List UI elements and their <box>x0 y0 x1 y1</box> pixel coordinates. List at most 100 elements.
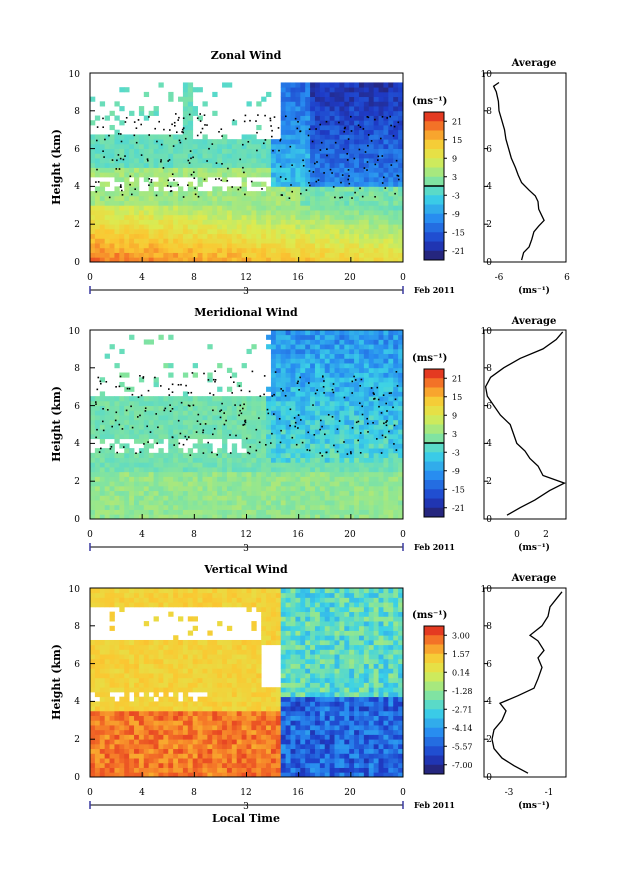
heatmap-cell <box>197 191 203 197</box>
heatmap-cell <box>178 405 184 411</box>
heatmap-cell <box>339 353 345 359</box>
heatmap-cell <box>207 172 213 178</box>
heatmap-cell <box>94 682 101 688</box>
profile-x-label: (ms⁻¹) <box>518 285 550 296</box>
colorbar-unit: (ms⁻¹) <box>412 96 447 107</box>
heatmap-cell <box>388 500 394 506</box>
heatmap-cell <box>363 358 370 364</box>
heatmap-cell <box>329 485 335 492</box>
contour-mark <box>347 178 349 181</box>
heatmap-cell <box>197 400 203 407</box>
heatmap-cell <box>290 381 296 388</box>
contour-mark <box>282 389 284 392</box>
heatmap-cell <box>158 257 164 263</box>
heatmap-cell <box>388 471 394 477</box>
colorbar-segment <box>424 461 444 472</box>
heatmap-cell <box>344 471 350 477</box>
heatmap-cell <box>290 257 296 263</box>
contour-mark <box>302 165 305 167</box>
heatmap-cell <box>349 162 355 168</box>
heatmap-cell <box>251 448 257 454</box>
heatmap-cell <box>153 148 159 154</box>
heatmap-cell <box>217 195 223 201</box>
heatmap-cell <box>310 372 316 378</box>
heatmap-cell <box>246 247 252 253</box>
heatmap-cell <box>153 247 159 253</box>
heatmap-cell <box>354 120 360 126</box>
heatmap-cell <box>383 219 389 225</box>
heatmap-cell <box>393 200 399 206</box>
heatmap-cell <box>236 476 243 482</box>
contour-mark <box>350 452 352 455</box>
heatmap-cell <box>114 500 120 506</box>
heatmap-cell <box>99 396 106 402</box>
heatmap-cell <box>256 214 262 220</box>
heatmap-cell <box>310 176 316 183</box>
heatmap-cell <box>349 485 355 492</box>
heatmap-cell <box>124 772 130 778</box>
heatmap-cell <box>212 476 218 482</box>
heatmap-cell <box>197 500 203 506</box>
heatmap-cell <box>148 429 154 435</box>
heatmap-cell <box>373 148 379 154</box>
heatmap-cell <box>90 663 96 669</box>
heatmap-cell <box>270 424 277 430</box>
heatmap-cell <box>119 429 125 435</box>
heatmap-cell <box>349 148 355 154</box>
heatmap-cell <box>217 158 223 164</box>
heatmap-cell <box>217 424 223 430</box>
heatmap-cell <box>280 448 287 454</box>
heatmap-cell <box>290 96 296 102</box>
heatmap-cell <box>158 82 164 88</box>
contour-mark <box>347 169 350 171</box>
heatmap-cell <box>236 490 243 496</box>
heatmap-cell <box>266 257 272 263</box>
heatmap-cell <box>246 219 252 225</box>
heatmap-cell <box>207 509 213 515</box>
heatmap-cell <box>129 172 135 178</box>
heatmap-cell <box>187 214 194 220</box>
contour-mark <box>108 134 110 137</box>
heatmap-cell <box>134 139 140 145</box>
heatmap-cell <box>354 110 360 116</box>
heatmap-cell <box>187 490 194 496</box>
colorbar-segment <box>424 167 444 178</box>
heatmap-cell <box>109 729 115 735</box>
heatmap-cell <box>305 153 311 159</box>
heatmap-cell <box>94 158 101 164</box>
heatmap-cell <box>158 334 164 340</box>
heatmap-cell <box>300 252 306 258</box>
heatmap-cell <box>197 481 203 487</box>
heatmap-cell <box>90 195 96 201</box>
heatmap-cell <box>373 386 379 392</box>
heatmap-cell <box>358 91 365 98</box>
heatmap-cell <box>363 233 370 239</box>
contour-mark <box>343 441 345 443</box>
heatmap-cell <box>143 433 150 440</box>
contour-mark <box>250 180 253 183</box>
heatmap-cell <box>280 415 287 421</box>
heatmap-cell <box>398 424 404 430</box>
heatmap-cell <box>324 139 331 145</box>
heatmap-cell <box>393 228 399 235</box>
heatmap-cell <box>90 424 96 430</box>
heatmap-cell <box>300 330 306 336</box>
heatmap-cell <box>270 195 277 201</box>
heatmap-cell <box>197 143 203 150</box>
heatmap-cell <box>143 438 150 444</box>
contour-mark <box>221 163 223 165</box>
heatmap-cell <box>226 210 233 216</box>
heatmap-cell <box>148 247 154 253</box>
heatmap-cell <box>182 153 189 159</box>
heatmap-cell <box>94 139 101 145</box>
heatmap-cell <box>314 504 321 510</box>
heatmap-cell <box>192 405 198 411</box>
heatmap-cell <box>231 143 238 150</box>
heatmap-cell <box>222 400 228 407</box>
heatmap-cell <box>114 191 120 197</box>
heatmap-cell <box>290 363 296 369</box>
heatmap-cell <box>207 139 213 145</box>
heatmap-cell <box>383 495 389 501</box>
contour-mark <box>129 183 131 186</box>
heatmap-cell <box>222 172 228 178</box>
